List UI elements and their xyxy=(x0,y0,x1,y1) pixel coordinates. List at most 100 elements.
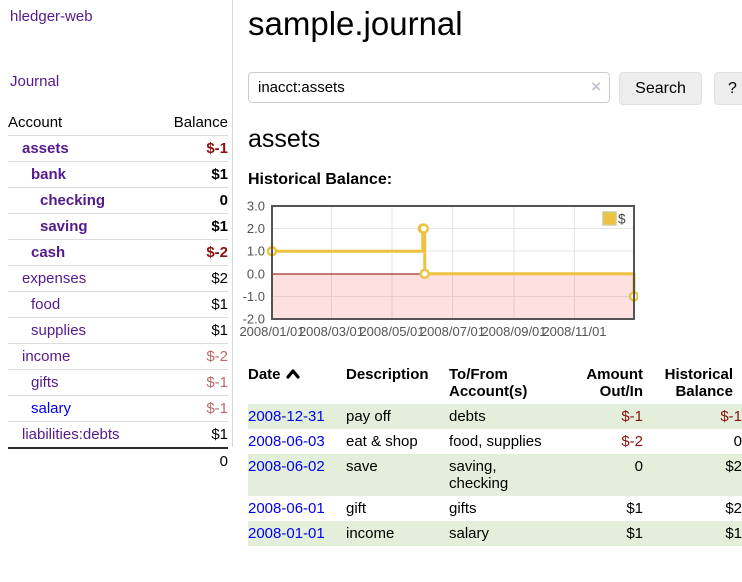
register-header-balance: Historical Balance xyxy=(664,366,733,400)
svg-text:2008/01/01: 2008/01/01 xyxy=(239,324,304,339)
register-table: Date Description To/From Account(s) Amou… xyxy=(248,364,742,546)
account-link-saving[interactable]: saving xyxy=(40,218,88,235)
register-header-date[interactable]: Date xyxy=(248,364,346,404)
account-link-income[interactable]: income xyxy=(22,348,71,365)
account-row: salary $-1 xyxy=(8,395,228,422)
account-balance: $1 xyxy=(156,317,228,344)
page-title: sample.journal xyxy=(248,5,463,42)
account-link-assets[interactable]: assets xyxy=(22,140,69,157)
chart-container: 3.0 2.0 1.0 0.0 -1.0 -2.0 2008/01/01 2008/03/01… xyxy=(238,197,742,343)
register-row: 2008-12-31 pay off debts $-1 $-1 xyxy=(248,404,742,429)
balance-chart[interactable]: 3.0 2.0 1.0 0.0 -1.0 -2.02008/01/012008/03/01… xyxy=(238,197,640,339)
svg-text:2008/03/01: 2008/03/01 xyxy=(299,324,364,339)
chart-label: Historical Balance: xyxy=(248,171,393,188)
svg-text:-2.0: -2.0 xyxy=(243,312,265,327)
account-balance: $1 xyxy=(156,291,228,318)
svg-text:2008/09/01: 2008/09/01 xyxy=(481,324,546,339)
account-row: income $-2 xyxy=(8,343,228,370)
accounts-header-account: Account xyxy=(8,110,157,136)
account-balance: $2 xyxy=(156,265,228,292)
transaction-description: income xyxy=(346,525,395,542)
account-balance: $-2 xyxy=(156,343,228,370)
account-link-expenses[interactable]: expenses xyxy=(22,270,87,287)
account-link-bank[interactable]: bank xyxy=(31,166,67,183)
main-content: sample.journal × Search ? assets Histori… xyxy=(239,0,742,546)
transaction-accounts: gifts xyxy=(449,500,477,517)
svg-text:3.0: 3.0 xyxy=(247,199,265,214)
register-header-amount: Amount Out/In xyxy=(586,366,643,400)
transaction-accounts: salary xyxy=(449,525,490,542)
accounts-total-row: 0 xyxy=(8,447,228,474)
account-row: expenses $2 xyxy=(8,265,228,292)
account-balance: $-1 xyxy=(156,369,228,396)
account-link-cash[interactable]: cash xyxy=(31,244,66,261)
account-row: gifts $-1 xyxy=(8,369,228,396)
account-link-salary[interactable]: salary xyxy=(31,400,72,417)
help-button[interactable]: ? xyxy=(714,72,742,105)
transaction-date-link[interactable]: 2008-06-03 xyxy=(248,433,325,450)
account-balance: 0 xyxy=(156,187,228,214)
register-header-accounts: To/From Account(s) xyxy=(449,366,528,400)
account-row: bank $1 xyxy=(8,161,228,188)
svg-text:$: $ xyxy=(618,212,626,227)
account-row: food $1 xyxy=(8,291,228,318)
account-row: liabilities:debts $1 xyxy=(8,421,228,449)
transaction-amount: $1 xyxy=(626,525,643,542)
account-balance: $-2 xyxy=(156,239,228,266)
transaction-amount: 0 xyxy=(634,458,643,475)
transaction-balance: $-1 xyxy=(720,408,742,425)
accounts-table: Account Balance assets $-1 bank $1 check… xyxy=(8,110,228,474)
svg-text:2008/07/01: 2008/07/01 xyxy=(420,324,485,339)
account-link-liabilities-debts[interactable]: liabilities:debts xyxy=(22,426,120,443)
account-page-title: assets xyxy=(248,125,321,153)
register-row: 2008-06-01 gift gifts $1 $2 xyxy=(248,496,742,521)
transaction-accounts: saving, checking xyxy=(449,458,509,492)
register-header-row: Date Description To/From Account(s) Amou… xyxy=(248,364,742,404)
transaction-balance: 0 xyxy=(733,433,742,450)
svg-text:0.0: 0.0 xyxy=(247,266,265,281)
transaction-date-link[interactable]: 2008-06-01 xyxy=(248,500,325,517)
register-row: 2008-01-01 income salary $1 $1 xyxy=(248,521,742,546)
account-row: checking 0 xyxy=(8,187,228,214)
transaction-description: pay off xyxy=(346,408,391,425)
transaction-balance: $1 xyxy=(725,525,742,542)
account-link-food[interactable]: food xyxy=(31,296,61,313)
search-button[interactable]: Search xyxy=(619,72,702,105)
account-balance: $-1 xyxy=(156,395,228,422)
brand-link[interactable]: hledger-web xyxy=(10,8,93,25)
account-balance: $-1 xyxy=(156,135,228,162)
accounts-table-header: Account Balance xyxy=(8,110,228,136)
transaction-description: eat & shop xyxy=(346,433,418,450)
clear-search-icon[interactable]: × xyxy=(591,77,601,96)
transaction-date-link[interactable]: 2008-12-31 xyxy=(248,408,325,425)
transaction-description: gift xyxy=(346,500,367,517)
sort-ascending-icon xyxy=(285,369,300,379)
account-link-checking[interactable]: checking xyxy=(40,192,106,209)
transaction-date-link[interactable]: 2008-01-01 xyxy=(248,525,325,542)
transaction-amount: $-2 xyxy=(621,433,643,450)
accounts-header-balance: Balance xyxy=(156,110,228,136)
account-balance: $1 xyxy=(156,421,228,449)
search-form: × Search ? xyxy=(248,72,742,105)
transaction-balance: $2 xyxy=(725,500,742,517)
transaction-amount: $1 xyxy=(626,500,643,517)
transaction-description: save xyxy=(346,458,378,475)
account-balance: $1 xyxy=(156,213,228,240)
search-input[interactable] xyxy=(248,72,610,103)
account-link-supplies[interactable]: supplies xyxy=(31,322,87,339)
register-header-description: Description xyxy=(346,366,429,383)
svg-text:2008/11/01: 2008/11/01 xyxy=(542,324,606,339)
account-link-gifts[interactable]: gifts xyxy=(31,374,59,391)
account-row: cash $-2 xyxy=(8,239,228,266)
account-row: assets $-1 xyxy=(8,135,228,162)
accounts-total-value: 0 xyxy=(156,447,228,474)
transaction-balance: $2 xyxy=(725,458,742,475)
transaction-date-link[interactable]: 2008-06-02 xyxy=(248,458,325,475)
sidebar: hledger-web Journal Account Balance asse… xyxy=(0,0,233,474)
transaction-amount: $-1 xyxy=(621,408,643,425)
sidebar-item-journal[interactable]: Journal xyxy=(10,73,60,90)
register-row: 2008-06-03 eat & shop food, supplies $-2… xyxy=(248,429,742,454)
register-row: 2008-06-02 save saving, checking 0 $2 xyxy=(248,454,742,496)
account-row: saving $1 xyxy=(8,213,228,240)
transaction-accounts: debts xyxy=(449,408,486,425)
